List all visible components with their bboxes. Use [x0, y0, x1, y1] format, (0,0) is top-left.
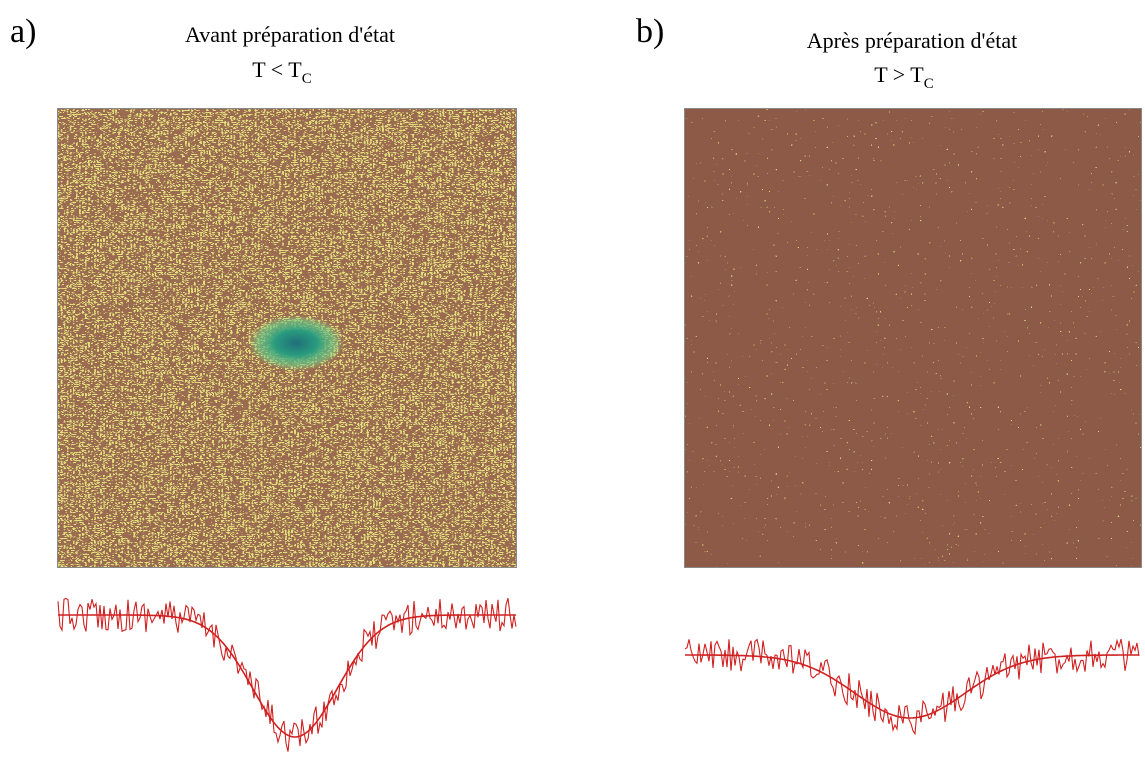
image-b	[684, 108, 1142, 568]
panel-title: Après préparation d'état	[807, 28, 1017, 53]
condition-text: T > T	[874, 62, 924, 87]
image-a	[57, 108, 517, 568]
image-border	[57, 108, 517, 568]
image-blob	[248, 315, 344, 371]
profile-data	[57, 597, 517, 752]
image-noise	[684, 108, 1142, 568]
profile-fit	[685, 654, 1139, 719]
condition-text: T < T	[252, 57, 302, 82]
panel-condition: T < TC	[252, 57, 312, 87]
profile-fit	[58, 614, 516, 738]
panel-title: Avant préparation d'état	[185, 22, 395, 47]
panel-label: a)	[10, 13, 36, 50]
profiles	[57, 597, 1140, 752]
panel-condition: T > TC	[874, 62, 934, 92]
profile-data	[684, 638, 1140, 736]
condition-subscript: C	[302, 71, 312, 87]
image-border	[684, 108, 1142, 568]
condition-subscript: C	[924, 76, 934, 92]
panel-label: b)	[636, 13, 664, 50]
